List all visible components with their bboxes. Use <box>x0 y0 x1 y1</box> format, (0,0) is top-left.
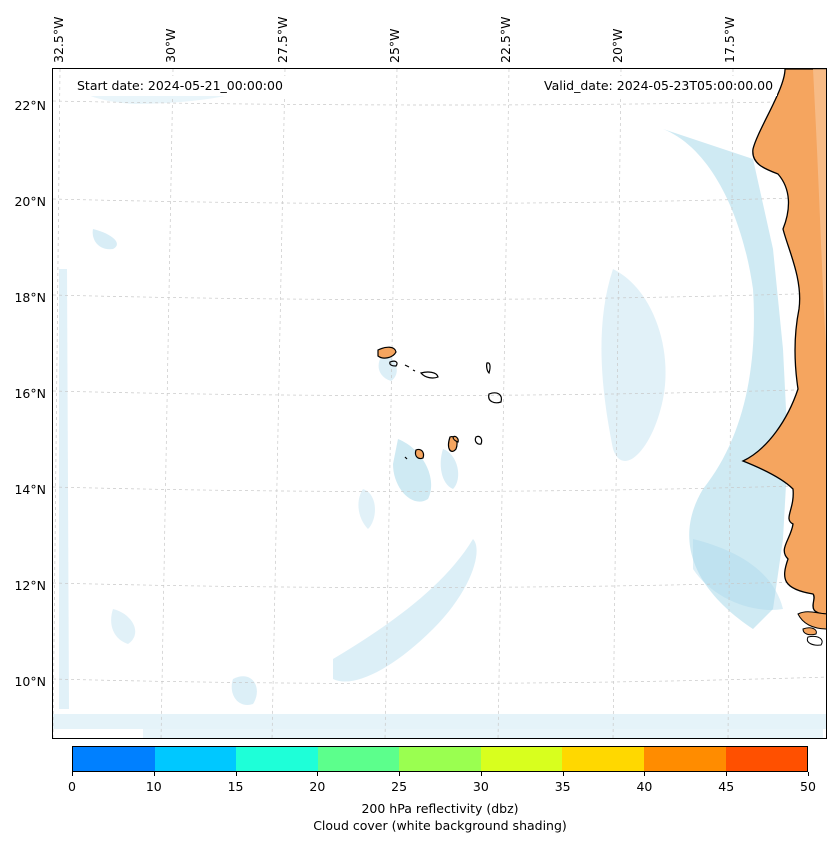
map-canvas <box>53 69 826 738</box>
colorbar-tick-label: 45 <box>718 779 735 794</box>
lon-label: 25°W <box>387 28 402 63</box>
colorbar-tick <box>153 772 155 776</box>
lon-label: 17.5°W <box>722 16 737 63</box>
colorbar-tick-label: 0 <box>68 779 76 794</box>
cloud-cover-layer <box>53 79 826 738</box>
lon-label: 22.5°W <box>498 16 513 63</box>
graticule <box>53 69 826 738</box>
colorbar-subtitle: Cloud cover (white background shading) <box>313 818 567 833</box>
colorbar-segment <box>480 747 563 771</box>
colorbar-tick-label: 35 <box>554 779 571 794</box>
colorbar-segment <box>73 747 155 771</box>
colorbar-tick-label: 20 <box>309 779 326 794</box>
colorbar-segment <box>154 747 237 771</box>
lat-label: 10°N <box>14 674 46 689</box>
map-panel <box>52 68 827 739</box>
lat-label: 22°N <box>14 98 46 113</box>
colorbar-segment <box>725 747 808 771</box>
colorbar-tick <box>399 772 401 776</box>
lon-label: 27.5°W <box>275 16 290 63</box>
mainland-africa <box>741 69 826 646</box>
colorbar-tick <box>235 772 237 776</box>
colorbar-tick-label: 40 <box>636 779 653 794</box>
colorbar <box>72 746 808 772</box>
lon-label: 30°W <box>163 28 178 63</box>
colorbar-tick <box>562 772 564 776</box>
colorbar-segment <box>562 747 644 771</box>
lon-label: 32.5°W <box>51 16 66 63</box>
colorbar-tick-label: 25 <box>391 779 408 794</box>
colorbar-tick <box>72 772 73 776</box>
colorbar-tick-label: 15 <box>227 779 244 794</box>
colorbar-tick-label: 10 <box>145 779 162 794</box>
colorbar-tick <box>808 772 809 776</box>
colorbar-segment <box>643 747 726 771</box>
colorbar-title: 200 hPa reflectivity (dbz) <box>361 801 519 816</box>
colorbar-tick <box>644 772 646 776</box>
lat-label: 20°N <box>14 194 46 209</box>
lat-label: 12°N <box>14 578 46 593</box>
lat-label: 18°N <box>14 290 46 305</box>
valid-date-label: Valid_date: 2024-05-23T05:00:00.00 <box>540 76 778 96</box>
colorbar-tick-label: 30 <box>472 779 489 794</box>
colorbar-tick <box>480 772 482 776</box>
colorbar-tick <box>726 772 728 776</box>
colorbar-segment <box>317 747 400 771</box>
colorbar-segment <box>399 747 481 771</box>
colorbar-tick-label: 50 <box>800 779 816 794</box>
start-date-label: Start date: 2024-05-21_00:00:00 <box>73 76 287 96</box>
lon-label: 20°W <box>610 28 625 63</box>
lat-label: 16°N <box>14 386 46 401</box>
colorbar-tick <box>317 772 319 776</box>
cape-verde-islands <box>377 346 502 460</box>
lat-label: 14°N <box>14 482 46 497</box>
colorbar-segment <box>236 747 318 771</box>
